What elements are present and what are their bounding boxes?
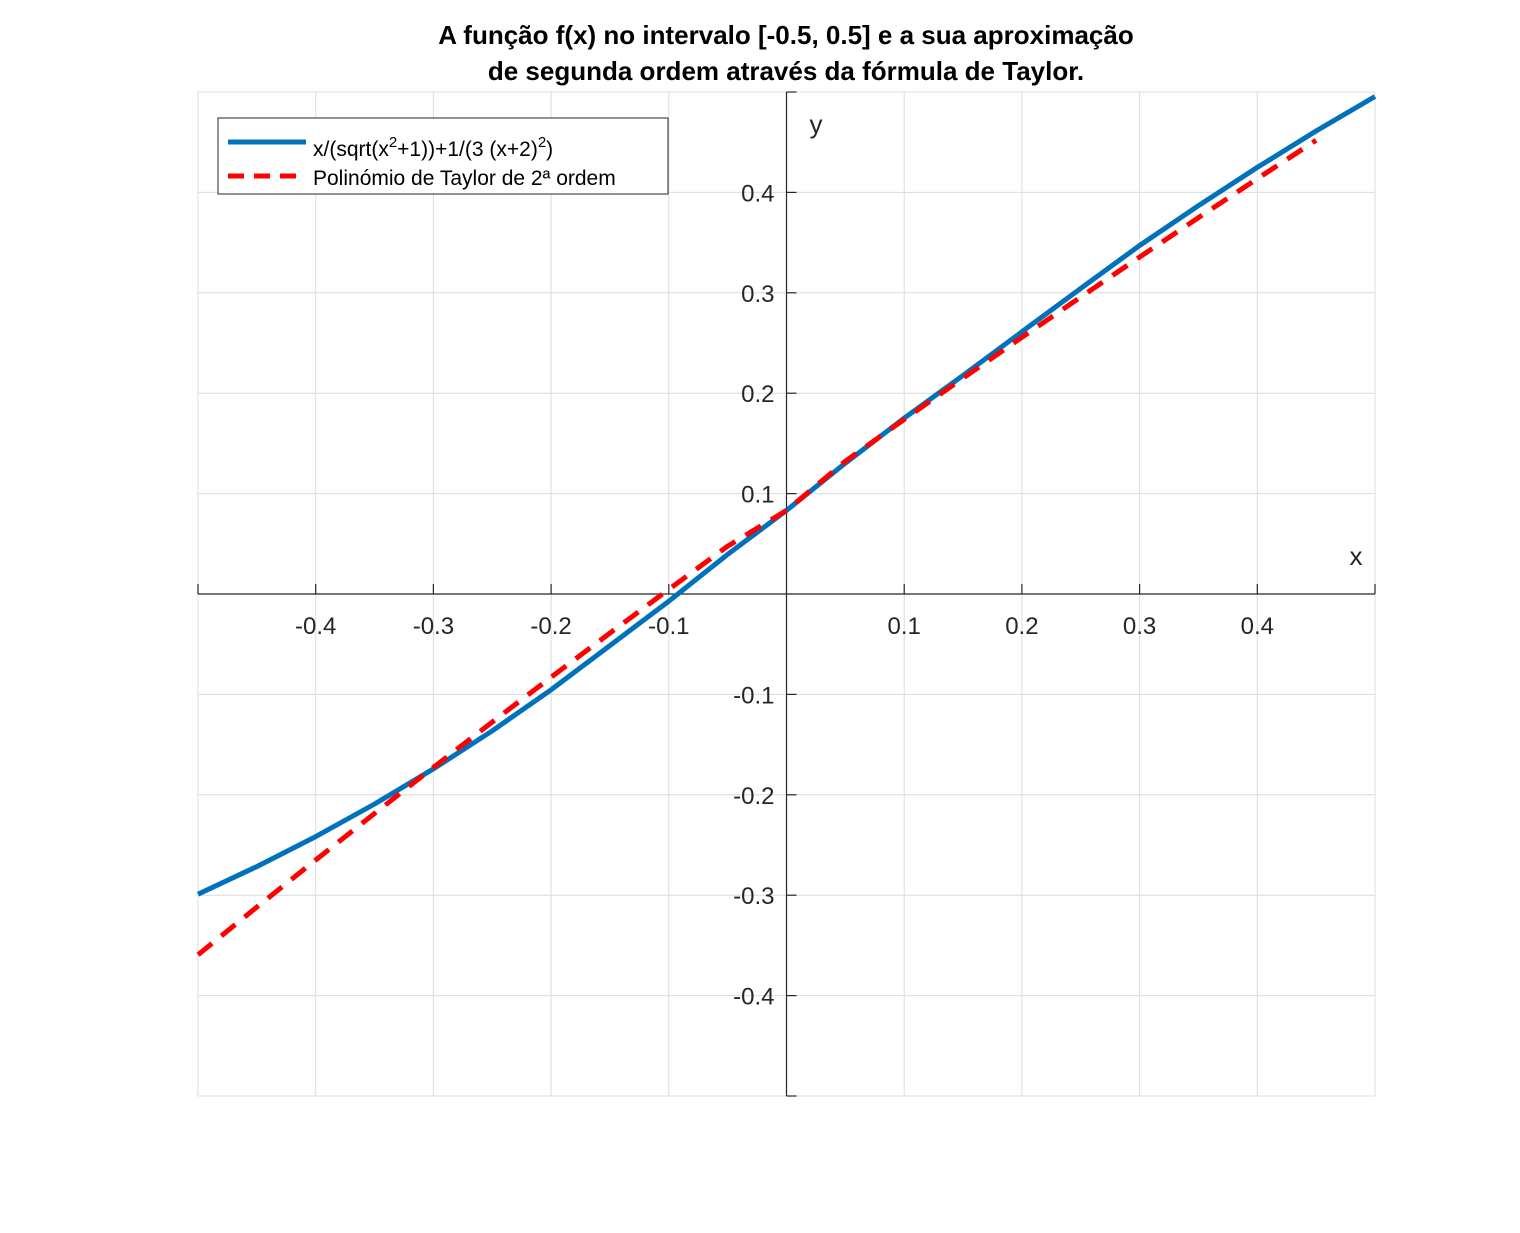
x-axis-label: x [1350,541,1363,571]
legend: x/(sqrt(x2+1))+1/(3 (x+2)2) Polinómio de… [217,117,669,195]
legend-label-function-sup-2: 2 [538,134,546,151]
x-tick-label: 0.3 [1123,613,1156,640]
tick-labels: -0.4 -0.3 -0.2 -0.1 0.1 0.2 0.3 0.4 0.4 0.3 0.2 0.1… [295,180,1274,1010]
series-lines [196,94,1377,957]
y-tick-label: -0.3 [733,883,774,910]
legend-label-function-part-3: ) [546,138,553,161]
legend-label-function: x/(sqrt(x2+1))+1/(3 (x+2)2) [313,134,553,161]
legend-label-function-part-1: x/(sqrt(x [313,138,389,161]
y-tick-label: -0.4 [733,984,774,1011]
legend-label-function-sup-1: 2 [389,134,397,151]
legend-label-function-part-2: +1))+1/(3 (x+2) [397,138,538,161]
axes [197,91,1376,1097]
y-axis-label: y [810,109,823,139]
x-tick-label: -0.2 [530,613,571,640]
x-tick-label: -0.3 [413,613,454,640]
y-tick-label: 0.4 [741,180,774,207]
x-tick-label: 0.4 [1241,613,1274,640]
y-tick-label: 0.3 [741,281,774,308]
x-tick-label: 0.2 [1005,613,1038,640]
x-tick-label: 0.1 [888,613,921,640]
series-line-taylor [196,138,1318,957]
x-tick-label: -0.4 [295,613,336,640]
y-tick-label: 0.2 [741,381,774,408]
chart-title-line-2: de segunda ordem através da fórmula de T… [488,56,1084,86]
legend-label-taylor: Polinómio de Taylor de 2ª ordem [313,167,616,190]
x-tick-label: -0.1 [648,613,689,640]
y-tick-label: 0.1 [741,482,774,509]
y-tick-label: -0.1 [733,682,774,709]
legend-box [217,117,669,195]
y-tick-label: -0.2 [733,783,774,810]
chart-title-line-1: A função f(x) no intervalo [-0.5, 0.5] e… [438,20,1133,50]
